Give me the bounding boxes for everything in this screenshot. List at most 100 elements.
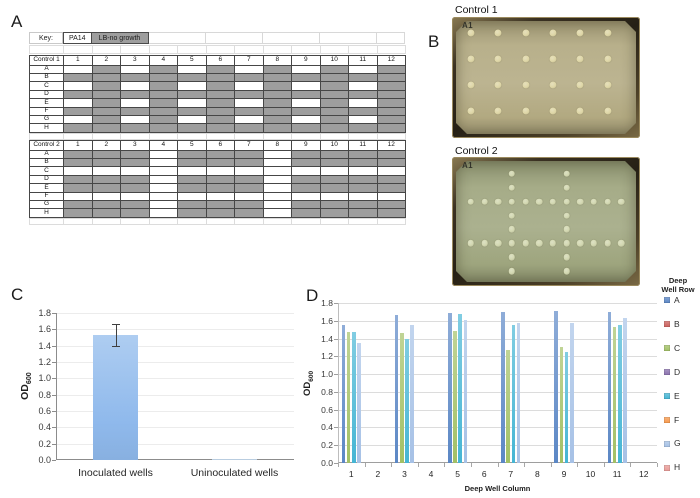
column-header-cell: 10 [320,56,349,66]
x-tick-mark [391,463,393,467]
gridline-cell [292,46,321,54]
well-cell-lb-no-growth [263,124,292,133]
x-tick-label: 12 [638,469,649,479]
colony-dot [563,212,570,219]
well-cell-pa14 [263,192,292,201]
well-cell-lb-no-growth [206,150,235,159]
well-cell-lb-no-growth [292,209,321,218]
well-cell-lb-no-growth [377,90,406,100]
bar-col5-rowE [458,313,463,463]
bar-col9-rowE [564,351,569,463]
row-label-cell: E [30,184,64,193]
colony-dot [617,198,625,205]
well-cell-pa14 [292,115,321,125]
well-cell-pa14 [206,192,235,201]
bar-col1-rowA [341,325,346,463]
gridline-cell [235,134,264,140]
column-header-cell: 1 [64,141,93,151]
colony-dot [549,81,557,89]
gridline-cell [349,46,378,54]
well-cell-lb-no-growth [178,124,207,133]
x-tick-label: 10 [585,469,596,479]
well-cell-lb-no-growth [206,107,235,116]
well-cell-pa14 [149,200,178,210]
well-cell-lb-no-growth [178,209,207,218]
gridline-row [29,45,406,54]
colony-dot [617,240,625,247]
table-title-cell: Control 2 [30,141,64,151]
plate-key-row: Key: PA14 LB-no growth [29,32,405,44]
well-cell-pa14 [121,167,150,176]
colony-dot [508,212,516,219]
colony-dot [481,198,488,205]
key-empty-cell [148,32,206,44]
well-cell-lb-no-growth [206,65,235,74]
y-tick-mark [52,394,56,396]
column-header-cell: 7 [235,56,264,66]
column-header-cell: 6 [206,141,235,151]
well-cell-pa14 [263,175,292,185]
y-tick-mark [52,443,56,445]
well-cell-lb-no-growth [349,158,378,168]
well-cell-lb-no-growth [92,150,121,159]
colony-dot [563,226,570,233]
well-cell-lb-no-growth [320,82,349,91]
column-header-cell: 8 [263,141,292,151]
panel-c-label: C [11,285,24,304]
gridline-cell [377,134,406,140]
y-tick-mark [52,345,56,347]
well-cell-lb-no-growth [206,115,235,125]
colony-dot [563,253,570,261]
x-tick-mark [470,463,472,467]
y-gridline [57,443,294,445]
colony-dot [590,198,598,205]
y-tick-label: 0.4 [321,422,333,433]
x-category-label: Inoculated wells [78,467,153,479]
well-cell-pa14 [349,65,378,74]
colony-dot [563,267,570,275]
well-cell-lb-no-growth [178,200,207,210]
colony-dot [481,240,488,247]
column-header-cell: 11 [349,141,378,151]
colony-dot [522,107,529,115]
legend-entry-row-E: E [664,392,680,401]
well-cell-pa14 [235,65,264,74]
y-tick-mark [52,362,56,363]
colony-dot [549,240,557,247]
column-header-cell: 5 [178,141,207,151]
well-cell-lb-no-growth [377,175,406,185]
well-cell-pa14 [149,209,178,218]
x-tick-mark [497,463,499,467]
gridline-cell [292,134,321,140]
legend-swatch [664,368,670,375]
well-cell-lb-no-growth [178,158,207,168]
well-cell-pa14 [349,82,378,91]
x-tick-mark [603,463,605,467]
gridline-row [29,218,406,225]
well-cell-lb-no-growth [320,107,349,116]
colony-dot [494,198,502,205]
well-cell-pa14 [121,65,150,74]
row-label-cell: G [30,115,64,125]
colony-dot [590,240,598,247]
table-title-cell: Control 1 [30,56,64,66]
bar-col7-rowC [506,350,510,463]
well-cell-lb-no-growth [235,158,264,168]
well-cell-lb-no-growth [121,200,150,210]
colony-dot [563,184,570,192]
x-tick-label: 9 [561,469,567,479]
well-cell-lb-no-growth [263,65,292,74]
well-cell-lb-no-growth [92,99,121,108]
x-tick-mark [550,463,552,467]
x-tick-label: 11 [612,469,622,479]
well-cell-lb-no-growth [235,107,264,116]
well-cell-lb-no-growth [377,209,406,218]
well-cell-lb-no-growth [349,150,378,159]
well-cell-lb-no-growth [92,209,121,218]
well-cell-lb-no-growth [92,175,121,185]
colony-dot [494,81,502,89]
y-tick-mark [334,356,338,358]
y-tick-mark [52,411,56,412]
y-tick-label: 0.6 [321,404,333,415]
